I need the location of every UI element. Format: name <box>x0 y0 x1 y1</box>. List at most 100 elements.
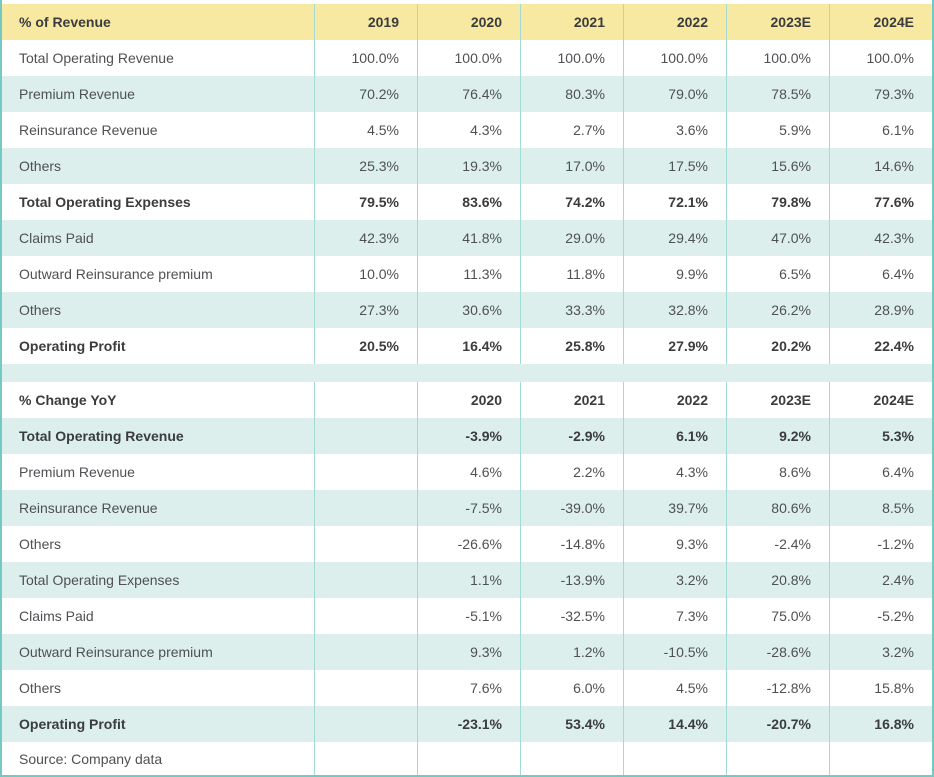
value-cell: -5.2% <box>829 598 932 634</box>
row-label: Others <box>19 680 62 696</box>
value-cell: -20.7% <box>726 706 829 742</box>
row-label: Outward Reinsurance premium <box>19 644 213 660</box>
value-cell: 15.6% <box>726 148 829 184</box>
value-cell: -2.9% <box>520 418 623 454</box>
value-cell: -28.6% <box>726 634 829 670</box>
value-cell: 8.6% <box>726 454 829 490</box>
value-cell <box>314 454 417 490</box>
value-cell: 100.0% <box>623 40 726 76</box>
value-cell: -39.0% <box>520 490 623 526</box>
value-cell: 42.3% <box>314 220 417 256</box>
value-cell: 9.3% <box>417 634 520 670</box>
value-cell: 4.3% <box>417 112 520 148</box>
year-header-cell: 2024E <box>829 382 932 418</box>
value-cell: 9.2% <box>726 418 829 454</box>
table-row: Others -26.6% -14.8% 9.3% -2.4% -1.2% <box>2 526 932 562</box>
value-cell: 78.5% <box>726 76 829 112</box>
table-row: Total Operating Expenses 79.5% 83.6% 74.2% 7… <box>2 184 932 220</box>
year-header-cell: 2020 <box>417 4 520 40</box>
table-row: Total Operating Expenses 1.1% -13.9% 3.2% 20… <box>2 562 932 598</box>
section-spacer <box>2 364 932 382</box>
value-cell: 6.4% <box>829 256 932 292</box>
percent-of-revenue-table: % of Revenue 2019 2020 2021 2022 2023E 2024E To… <box>2 4 932 364</box>
value-cell: 4.3% <box>623 454 726 490</box>
empty-cell <box>417 742 520 775</box>
value-cell <box>314 526 417 562</box>
value-cell: 15.8% <box>829 670 932 706</box>
value-cell: 3.2% <box>623 562 726 598</box>
value-cell: 70.2% <box>314 76 417 112</box>
table-row: Premium Revenue 4.6% 2.2% 4.3% 8.6% 6.4% <box>2 454 932 490</box>
value-cell: 79.3% <box>829 76 932 112</box>
empty-cell <box>623 742 726 775</box>
year-header-cell: 2022 <box>623 382 726 418</box>
value-cell: -1.2% <box>829 526 932 562</box>
row-label: Reinsurance Revenue <box>19 500 158 516</box>
value-cell: 2.4% <box>829 562 932 598</box>
value-cell: 14.4% <box>623 706 726 742</box>
value-cell: 11.8% <box>520 256 623 292</box>
table-header-row: % of Revenue 2019 2020 2021 2022 2023E 2024E <box>2 4 932 40</box>
value-cell: 6.1% <box>829 112 932 148</box>
value-cell: 11.3% <box>417 256 520 292</box>
value-cell: 100.0% <box>314 40 417 76</box>
row-label: Operating Profit <box>19 338 126 354</box>
value-cell: 4.6% <box>417 454 520 490</box>
value-cell: 2.7% <box>520 112 623 148</box>
value-cell <box>314 562 417 598</box>
table-row: Total Operating Revenue -3.9% -2.9% 6.1% 9.2… <box>2 418 932 454</box>
value-cell: 32.8% <box>623 292 726 328</box>
value-cell: -3.9% <box>417 418 520 454</box>
value-cell: 7.6% <box>417 670 520 706</box>
row-label: Reinsurance Revenue <box>19 122 158 138</box>
value-cell: -10.5% <box>623 634 726 670</box>
value-cell: -2.4% <box>726 526 829 562</box>
value-cell: -5.1% <box>417 598 520 634</box>
value-cell: 10.0% <box>314 256 417 292</box>
row-label: Outward Reinsurance premium <box>19 266 213 282</box>
value-cell: 28.9% <box>829 292 932 328</box>
value-cell: 3.2% <box>829 634 932 670</box>
value-cell: -14.8% <box>520 526 623 562</box>
value-cell: 5.3% <box>829 418 932 454</box>
row-label: Total Operating Revenue <box>19 50 174 66</box>
year-header-cell: 2020 <box>417 382 520 418</box>
value-cell: 4.5% <box>314 112 417 148</box>
year-header-cell <box>314 382 417 418</box>
value-cell: 47.0% <box>726 220 829 256</box>
row-label: Premium Revenue <box>19 464 135 480</box>
value-cell: 25.3% <box>314 148 417 184</box>
value-cell: 42.3% <box>829 220 932 256</box>
value-cell: 30.6% <box>417 292 520 328</box>
value-cell: 100.0% <box>520 40 623 76</box>
value-cell: 1.2% <box>520 634 623 670</box>
value-cell: 79.8% <box>726 184 829 220</box>
value-cell: 72.1% <box>623 184 726 220</box>
year-header-cell: 2021 <box>520 382 623 418</box>
row-label: Operating Profit <box>19 716 126 732</box>
value-cell: 3.6% <box>623 112 726 148</box>
table-row: Reinsurance Revenue -7.5% -39.0% 39.7% 80.6%… <box>2 490 932 526</box>
table-title: % of Revenue <box>19 14 111 30</box>
row-label: Premium Revenue <box>19 86 135 102</box>
table-row: Total Operating Revenue 100.0% 100.0% 100.0… <box>2 40 932 76</box>
row-label: Others <box>19 158 62 174</box>
value-cell: 33.3% <box>520 292 623 328</box>
empty-cell <box>520 742 623 775</box>
value-cell: 80.6% <box>726 490 829 526</box>
value-cell: 4.5% <box>623 670 726 706</box>
year-header-cell: 2023E <box>726 4 829 40</box>
empty-cell <box>726 742 829 775</box>
value-cell: 29.4% <box>623 220 726 256</box>
value-cell: 7.3% <box>623 598 726 634</box>
value-cell <box>314 706 417 742</box>
value-cell: 25.8% <box>520 328 623 364</box>
value-cell: 17.5% <box>623 148 726 184</box>
source-row: Source: Company data <box>2 742 932 775</box>
value-cell: 5.9% <box>726 112 829 148</box>
value-cell: 100.0% <box>417 40 520 76</box>
value-cell: 16.4% <box>417 328 520 364</box>
year-header-cell: 2022 <box>623 4 726 40</box>
table-row: Claims Paid 42.3% 41.8% 29.0% 29.4% 47.0% 42.3… <box>2 220 932 256</box>
